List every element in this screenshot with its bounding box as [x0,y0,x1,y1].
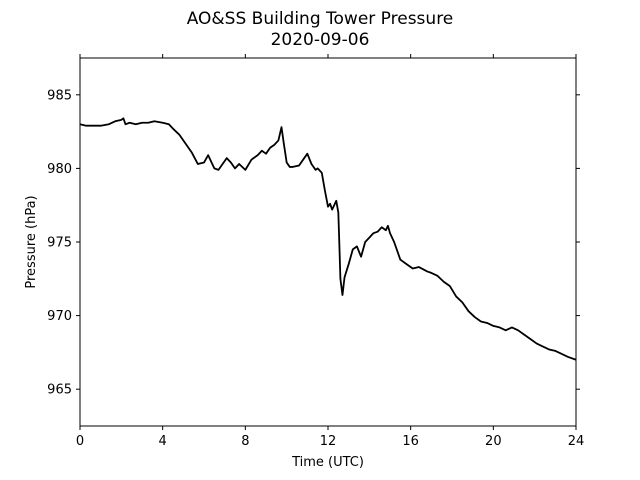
x-tick-label-4: 4 [159,434,167,449]
x-tick-label-24: 24 [568,434,585,449]
x-tick-label-8: 8 [241,434,249,449]
y-tick-label-965: 965 [47,383,72,398]
x-axis-label: Time (UTC) [291,455,364,470]
y-tick-label-980: 980 [47,162,72,177]
x-tick-label-16: 16 [402,434,419,449]
x-tick-label-12: 12 [320,434,337,449]
y-tick-label-975: 975 [47,236,72,251]
y-tick-label-970: 970 [47,309,72,324]
y-tick-label-985: 985 [47,88,72,103]
pressure-series-line [79,117,577,361]
chart-title: AO&SS Building Tower Pressure [187,9,454,29]
y-axis-label: Pressure (hPa) [24,195,39,288]
plot-area-frame [79,57,577,427]
x-tick-label-0: 0 [76,434,84,449]
x-tick-label-20: 20 [485,434,502,449]
y-axis-ticks: 965 970 975 980 985 [47,88,580,398]
x-axis-ticks: 0 4 8 12 16 20 24 [76,54,584,449]
chart-subtitle: 2020-09-06 [271,30,370,50]
